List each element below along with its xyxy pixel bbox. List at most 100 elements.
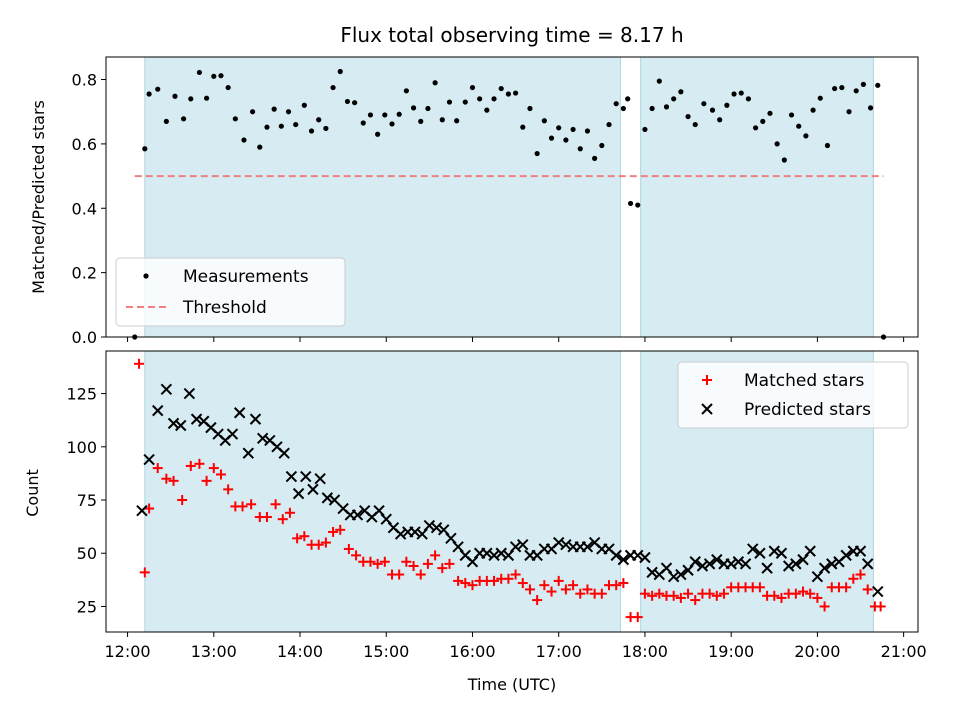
- matched-stars-point: [379, 556, 390, 567]
- measurement-point: [512, 90, 519, 96]
- predicted-stars-point: [430, 521, 443, 534]
- cross-b: [610, 549, 622, 562]
- matched-stars-point: [335, 524, 346, 535]
- top-legend: Measurements Threshold: [115, 257, 346, 327]
- measurement-point: [635, 202, 641, 208]
- measurement-point: [285, 109, 292, 115]
- measurement-point: [520, 124, 526, 130]
- x-axis-label: Time (UTC): [467, 675, 556, 694]
- matched-stars-point: [365, 556, 376, 567]
- matched-stars-point: [539, 580, 550, 591]
- matched-stars-point: [675, 592, 686, 603]
- matched-stars-point: [841, 582, 852, 593]
- matched-stars-point: [510, 569, 521, 580]
- measurement-point: [454, 118, 460, 124]
- predicted-stars-point: [675, 568, 687, 581]
- x-tick-label: 12:00: [105, 642, 151, 661]
- predicted-stars-point: [861, 558, 874, 570]
- matched-stars-point: [415, 569, 426, 580]
- x-tick-label: 16:00: [449, 642, 495, 661]
- cross-b: [667, 570, 680, 583]
- bottom-y-tick-label: 75: [77, 491, 97, 510]
- measurement-point: [188, 96, 194, 102]
- cross-b: [292, 487, 305, 500]
- legend-predicted-marker: [701, 403, 713, 415]
- measurement-point: [606, 121, 612, 128]
- cross-b: [423, 519, 436, 532]
- matched-stars-point: [704, 588, 715, 599]
- predicted-stars-point: [136, 504, 148, 517]
- matched-stars-point: [223, 484, 234, 495]
- matched-stars-point: [647, 590, 658, 601]
- matched-stars-point: [401, 556, 412, 567]
- top-y-tick-label: 0.4: [72, 199, 97, 218]
- matched-stars-point: [372, 558, 383, 569]
- cross-b: [321, 492, 334, 504]
- matched-stars-point: [560, 584, 571, 595]
- predicted-stars-point: [321, 492, 334, 504]
- predicted-stars-point: [167, 417, 180, 430]
- cross-b: [509, 541, 522, 553]
- predicted-stars-point: [872, 585, 884, 598]
- matched-stars-point: [718, 588, 729, 599]
- top-panel: 0.0 0.2 0.4 0.6 0.8 Measurements Threshold: [72, 56, 919, 347]
- chart-title: Flux total observing time = 8.17 h: [340, 23, 683, 47]
- predicted-stars-point: [754, 547, 766, 559]
- predicted-stars-point: [667, 570, 680, 583]
- measurement-point: [293, 121, 299, 128]
- matched-stars-point: [575, 588, 586, 599]
- predicted-stars-point: [394, 528, 407, 540]
- predicted-stars-point: [739, 558, 752, 570]
- measurement-point: [264, 124, 270, 130]
- top-y-tick-label: 0.6: [72, 135, 97, 154]
- measurement-point: [592, 155, 598, 161]
- predicted-stars-point: [351, 509, 364, 521]
- matched-stars-point: [284, 507, 295, 518]
- matched-stars-point: [408, 561, 419, 572]
- predicted-stars-point: [256, 432, 269, 444]
- cross-b: [775, 547, 788, 559]
- cross-b: [445, 532, 457, 545]
- predicted-stars-point: [328, 494, 341, 506]
- matched-stars-point: [862, 584, 873, 595]
- measurement-point: [425, 105, 431, 112]
- measurement-point: [301, 102, 307, 108]
- predicted-stars-point: [703, 558, 716, 570]
- cross-b: [854, 545, 867, 557]
- predicted-stars-point: [854, 545, 867, 557]
- cross-b: [328, 494, 341, 506]
- measurement-point: [375, 131, 381, 137]
- predicted-stars-point: [292, 487, 305, 500]
- cross-b: [226, 428, 239, 440]
- measurement-point: [396, 111, 402, 117]
- matched-stars-point: [805, 588, 816, 599]
- cross-b: [481, 547, 493, 559]
- cross-b: [840, 549, 852, 562]
- measurement-point: [225, 84, 231, 91]
- measurement-point: [232, 116, 238, 122]
- measurement-point: [860, 81, 866, 87]
- cross-b: [696, 560, 709, 572]
- cross-b: [387, 521, 400, 534]
- cross-b: [198, 415, 210, 427]
- cross-b: [212, 428, 224, 440]
- measurement-point: [709, 107, 716, 113]
- matched-stars-point: [313, 539, 324, 550]
- matched-stars-point: [422, 558, 433, 569]
- predicted-stars-point: [840, 549, 852, 562]
- x-tick-label: 19:00: [708, 642, 754, 661]
- predicted-stars-point: [300, 470, 312, 483]
- predicted-stars-point: [711, 553, 723, 566]
- measurement-point: [142, 146, 148, 152]
- cross-b: [358, 504, 371, 517]
- cross-b: [782, 560, 795, 572]
- cross-b: [271, 441, 283, 453]
- measurement-point: [701, 101, 707, 107]
- matched-stars-point: [855, 569, 866, 580]
- predicted-stars-point: [495, 547, 507, 559]
- matched-stars-point: [277, 514, 288, 525]
- predicted-stars-point: [285, 470, 298, 483]
- matched-stars-point: [524, 584, 535, 595]
- matched-stars-point: [754, 582, 765, 593]
- cross-b: [190, 413, 203, 425]
